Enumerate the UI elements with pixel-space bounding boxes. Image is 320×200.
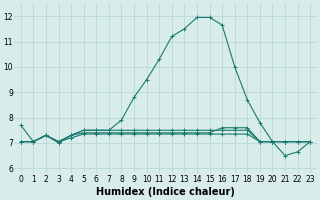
X-axis label: Humidex (Indice chaleur): Humidex (Indice chaleur) <box>96 187 235 197</box>
